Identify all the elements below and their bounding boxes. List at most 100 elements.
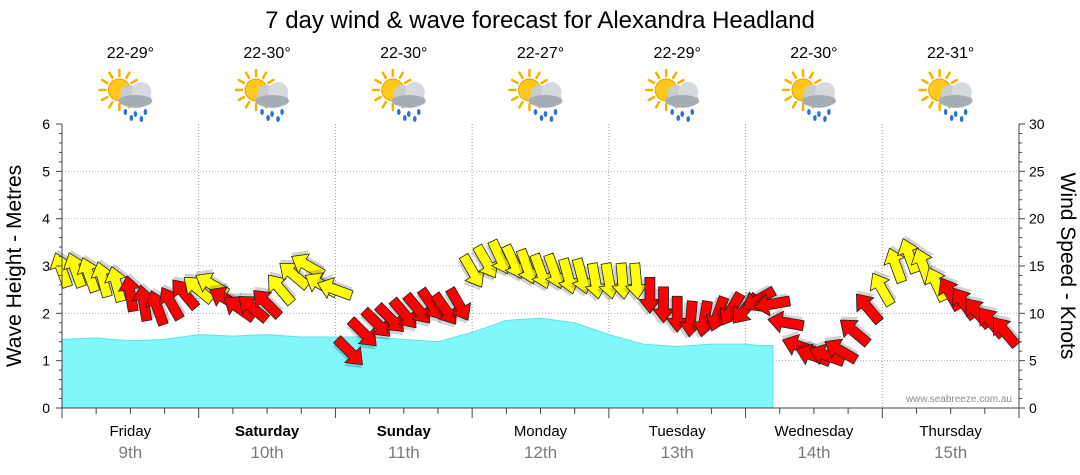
cloud-part (665, 95, 700, 107)
day-date-label: 11th (388, 443, 420, 462)
rain-drop (412, 116, 417, 122)
day-date-label: 15th (934, 443, 967, 462)
sun-cloud-rain-icon (781, 68, 836, 122)
wind-arrow-body (346, 316, 377, 347)
sun-ray (510, 95, 519, 102)
wind-arrow (373, 301, 404, 336)
wind-arrow (268, 271, 297, 307)
sun-ray (266, 78, 275, 85)
rain-drop (827, 109, 831, 115)
temperature-label: 22-29° (107, 45, 154, 62)
sun-ray (784, 95, 793, 102)
sun-ray (791, 100, 798, 109)
day-name-label: Tuesday (649, 423, 706, 440)
wind-arrow (457, 252, 485, 291)
wind-arrow (388, 296, 417, 332)
sun-ray (100, 95, 109, 102)
sun-ray (510, 78, 519, 85)
right-tick-label: 30 (1029, 116, 1045, 132)
sun-ray (125, 71, 131, 80)
temperature-labels: 22-29° 22-30° 22-30° 22-27° 22-29° 22-30° 22-3… (107, 45, 975, 62)
left-axis-ticks: 0 1 2 3 4 5 6 (42, 116, 62, 416)
wind-arrow (992, 314, 1022, 350)
wind-arrow (499, 243, 526, 282)
rain-drop (416, 109, 421, 115)
right-axis-ticks: 0 5 10 15 20 25 30 (1019, 116, 1045, 416)
rain-drop (549, 116, 554, 122)
sun-ray (647, 95, 656, 102)
sun-cloud-rain-icon (508, 68, 563, 122)
sun-ray (374, 95, 382, 102)
wind-arrow (824, 335, 860, 365)
rain-drop (680, 111, 685, 117)
cloud-part (528, 95, 563, 107)
sun-cloud-rain-icon (644, 68, 700, 122)
wind-arrow (316, 274, 354, 301)
day-date-label: 10th (251, 443, 284, 462)
cloud-part (255, 95, 290, 107)
temperature-label: 22-30° (790, 45, 837, 62)
wind-arrow-body (753, 293, 791, 317)
rain-drop (406, 111, 411, 117)
rain-drop (943, 109, 948, 115)
day-name-label: Saturday (235, 423, 300, 440)
sun-ray (808, 71, 815, 80)
credit-text: www.seabreeze.com.au (905, 394, 1012, 405)
sun-ray (237, 78, 246, 85)
right-axis-title: Wind Speed - Knots (1056, 173, 1079, 360)
wind-arrow (429, 291, 458, 328)
wind-arrow-body (316, 277, 354, 301)
cloud-part (801, 95, 836, 107)
x-axis-ticks (61, 408, 1020, 418)
wind-arrow-body (855, 293, 884, 326)
wind-arrow-body (332, 335, 363, 366)
rain-drop (123, 109, 128, 115)
rain-drop (543, 111, 548, 117)
rain-drop (539, 115, 544, 121)
wind-arrow (332, 335, 363, 369)
wind-arrows (49, 235, 1022, 369)
rain-drop (396, 109, 401, 115)
wind-arrow-body (472, 243, 499, 279)
wind-arrow (401, 291, 431, 327)
wind-arrow-body (992, 317, 1021, 350)
temperature-label: 22-30° (243, 45, 290, 62)
day-date-label: 13th (661, 443, 694, 462)
sun-ray (244, 100, 251, 109)
wind-arrow (751, 291, 791, 317)
rain-drop (129, 115, 134, 121)
sun-ray (374, 78, 382, 85)
wind-arrow-body (63, 252, 87, 289)
wind-arrow-body (883, 247, 908, 285)
sun-ray (261, 71, 268, 80)
temperature-label: 22-31° (927, 45, 974, 62)
rain-drop (553, 109, 558, 115)
sun-cloud-rain-icon (98, 68, 153, 122)
wind-arrow-body (373, 301, 404, 332)
rain-drop (963, 109, 968, 115)
wind-arrow-body (76, 257, 101, 294)
sun-ray (540, 78, 549, 85)
sun-ray (398, 71, 405, 80)
wind-arrow (346, 316, 377, 350)
wind-arrow (635, 276, 662, 316)
wind-arrow-body (651, 286, 676, 324)
day-name-label: Wednesday (774, 423, 853, 440)
wind-arrow-body (624, 262, 649, 300)
wind-arrow (117, 273, 143, 313)
sun-ray (381, 71, 388, 80)
left-tick-label: 2 (42, 305, 50, 321)
cloud-part (118, 95, 153, 107)
wind-arrow (90, 259, 115, 299)
temperature-label: 22-29° (654, 45, 701, 62)
wind-arrow (238, 292, 271, 324)
sun-ray (945, 71, 951, 80)
sun-ray (784, 78, 793, 85)
rain-drop (949, 115, 954, 121)
sun-ray (518, 71, 524, 80)
sun-ray (928, 100, 934, 109)
wind-arrow-body (869, 272, 896, 308)
wave-height-area (61, 317, 774, 409)
left-tick-label: 3 (42, 258, 50, 274)
